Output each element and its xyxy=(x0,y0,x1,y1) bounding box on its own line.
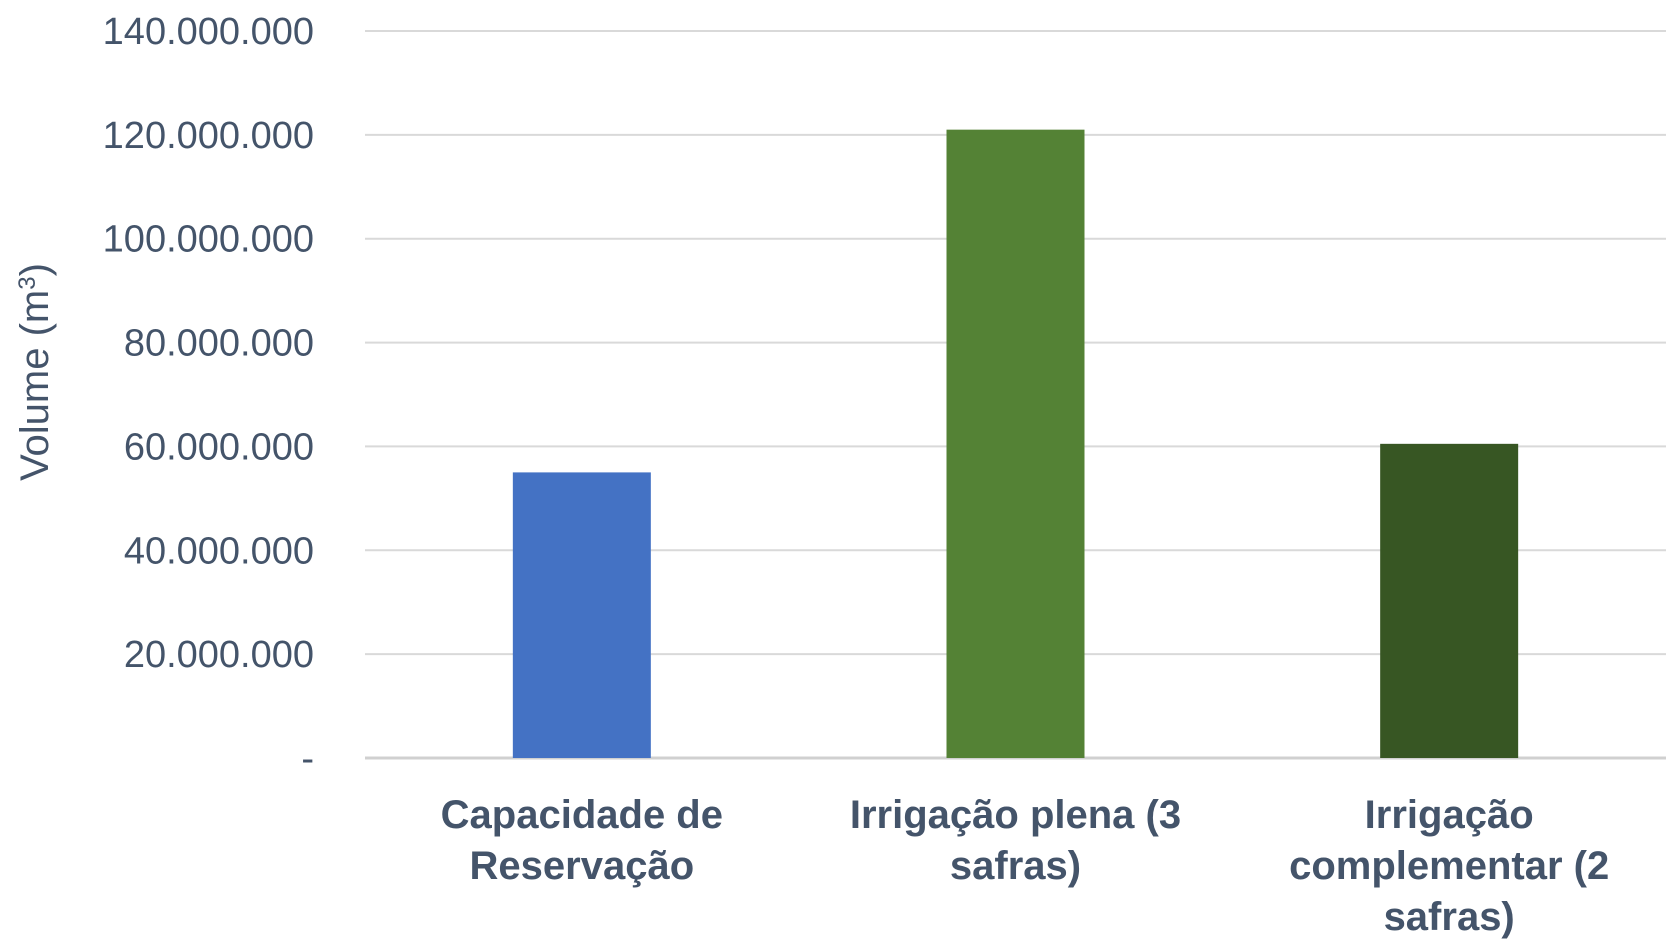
y-tick-label: 80.000.000 xyxy=(124,323,314,365)
category-label-line: Capacidade de xyxy=(441,793,723,837)
category-label: Irrigação plena (3 safras) xyxy=(850,793,1181,888)
bar xyxy=(1380,443,1519,758)
category-label-line: Irrigação xyxy=(1365,793,1534,837)
y-tick-label: - xyxy=(301,738,314,780)
y-tick-label: 100.000.000 xyxy=(103,219,314,261)
category-label-line: safras) xyxy=(950,844,1081,888)
y-tick-label: 120.000.000 xyxy=(103,115,314,157)
bars xyxy=(512,129,1519,758)
category-label-line: safras) xyxy=(1384,895,1515,939)
y-tick-label: 60.000.000 xyxy=(124,426,314,468)
category-label-line: complementar (2 xyxy=(1289,844,1609,888)
category-label-line: Irrigação plena (3 xyxy=(850,793,1181,837)
category-label: Capacidade de Reservação xyxy=(441,793,723,888)
bar xyxy=(946,129,1085,758)
category-labels: Capacidade de Reservação Irrigação plena (… xyxy=(441,793,1610,939)
y-axis-label: Volume (m3) xyxy=(13,263,57,481)
category-label-line: Reservação xyxy=(470,844,695,888)
y-tick-label: 140.000.000 xyxy=(103,11,314,53)
y-tick-label: 40.000.000 xyxy=(124,530,314,572)
y-tick-label: 20.000.000 xyxy=(124,634,314,676)
bar xyxy=(512,472,651,758)
y-tick-labels: - 20.000.000 40.000.000 60.000.000 80.000.00… xyxy=(103,11,314,780)
category-label: Irrigação complementar (2 safras) xyxy=(1289,793,1609,939)
